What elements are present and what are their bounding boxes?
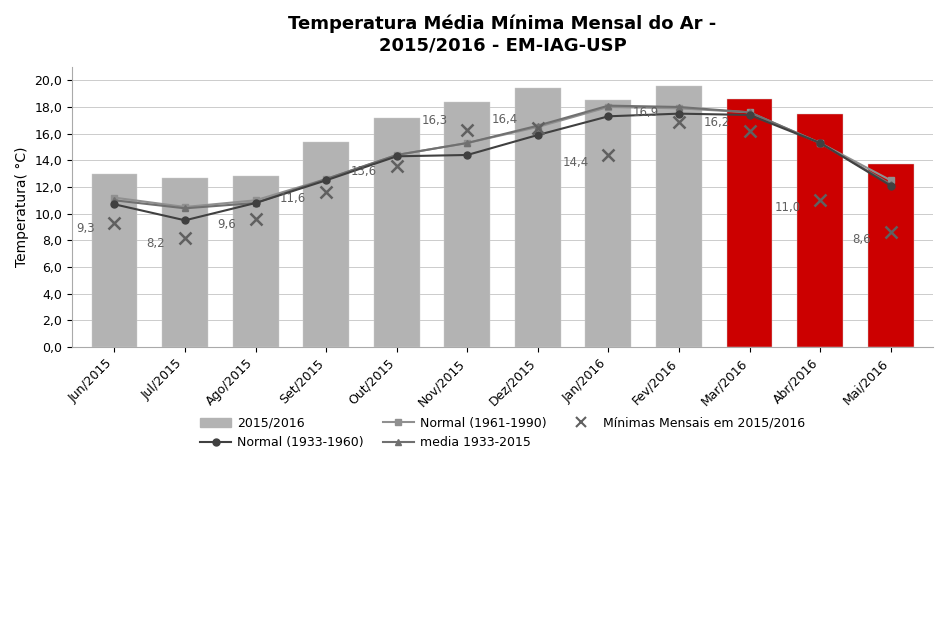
Normal (1961-1990) [814,139,826,147]
Bar [586,100,631,347]
media 1933-2015 [603,102,614,110]
Bar [162,178,208,347]
Normal (1961-1990) [250,196,262,204]
Text: 16,4: 16,4 [492,113,519,126]
Normal (1933-1960) [814,139,826,147]
Text: 13,6: 13,6 [351,165,377,178]
Normal (1933-1960) [462,151,473,159]
Normal (1933-1960) [179,216,191,224]
Normal (1933-1960) [744,111,756,119]
media 1933-2015 [814,139,826,147]
media 1933-2015 [250,199,262,207]
Legend: 2015/2016, Normal (1933-1960), Normal (1961-1990), media 1933-2015, Mínimas Mens: 2015/2016, Normal (1933-1960), Normal (1… [196,413,809,453]
media 1933-2015 [532,122,543,129]
Normal (1961-1990) [320,175,332,183]
Normal (1961-1990) [885,177,897,184]
Line: Normal (1933-1960): Normal (1933-1960) [111,110,894,224]
media 1933-2015 [462,139,473,147]
media 1933-2015 [885,180,897,188]
Normal (1933-1960) [673,110,684,118]
Bar [303,142,349,347]
Text: 14,4: 14,4 [562,156,589,168]
media 1933-2015 [673,103,684,111]
Text: 16,3: 16,3 [422,115,447,127]
Normal (1933-1960) [885,182,897,189]
Text: 11,6: 11,6 [281,192,306,204]
media 1933-2015 [744,108,756,116]
Normal (1961-1990) [462,139,473,147]
Normal (1933-1960) [391,153,402,160]
media 1933-2015 [391,151,402,159]
Normal (1961-1990) [391,151,402,159]
Normal (1961-1990) [744,108,756,116]
Text: 9,3: 9,3 [76,222,95,235]
Bar [374,118,420,347]
Line: media 1933-2015: media 1933-2015 [111,102,894,212]
Bar [797,114,843,347]
Y-axis label: Temperatura( °C): Temperatura( °C) [15,147,29,267]
Normal (1933-1960) [250,199,262,207]
Bar [445,102,490,347]
Bar [232,177,279,347]
Text: 16,9: 16,9 [633,106,659,119]
Normal (1961-1990) [179,203,191,211]
Title: Temperatura Média Mínima Mensal do Ar -
2015/2016 - EM-IAG-USP: Temperatura Média Mínima Mensal do Ar - … [288,15,717,54]
Normal (1961-1990) [532,123,543,131]
Bar [515,88,561,347]
Bar [726,99,773,347]
Bar [867,165,914,347]
Normal (1961-1990) [673,104,684,112]
Normal (1933-1960) [109,201,120,208]
Bar [656,85,702,347]
media 1933-2015 [320,175,332,183]
Normal (1933-1960) [603,113,614,120]
Normal (1961-1990) [603,103,614,111]
media 1933-2015 [109,196,120,204]
Normal (1933-1960) [320,177,332,184]
Normal (1961-1990) [109,194,120,201]
Bar [92,173,137,347]
media 1933-2015 [179,204,191,212]
Text: 8,2: 8,2 [147,237,165,250]
Text: 8,6: 8,6 [852,233,871,246]
Line: Normal (1961-1990): Normal (1961-1990) [111,104,894,210]
Normal (1933-1960) [532,131,543,139]
Text: 9,6: 9,6 [217,218,236,231]
Text: 16,2: 16,2 [703,116,730,128]
Text: 11,0: 11,0 [775,201,800,214]
